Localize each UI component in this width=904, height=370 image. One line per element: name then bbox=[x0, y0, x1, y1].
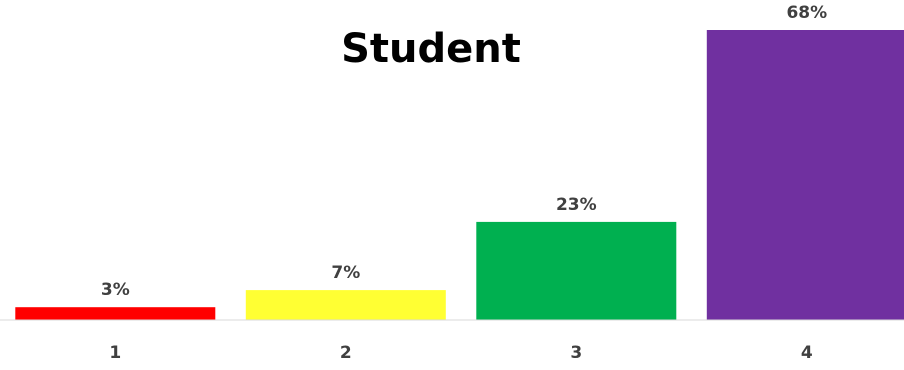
data-label-3: 23% bbox=[556, 195, 597, 215]
chart-title: Student bbox=[341, 26, 521, 72]
bar-4 bbox=[706, 30, 904, 320]
bar-2 bbox=[245, 290, 446, 320]
data-labels-group: 3% 7% 23% 68% bbox=[101, 3, 827, 300]
data-label-4: 68% bbox=[786, 3, 827, 23]
x-tick-label-1: 1 bbox=[109, 343, 121, 363]
bar-3 bbox=[476, 221, 677, 320]
x-tick-labels-group: 1 2 3 4 bbox=[109, 343, 813, 363]
bars-group bbox=[15, 30, 904, 320]
bar-1 bbox=[15, 307, 216, 320]
x-tick-label-3: 3 bbox=[570, 343, 582, 363]
x-tick-label-4: 4 bbox=[801, 343, 813, 363]
data-label-2: 7% bbox=[331, 263, 360, 283]
data-label-1: 3% bbox=[101, 280, 130, 300]
x-tick-label-2: 2 bbox=[340, 343, 352, 363]
